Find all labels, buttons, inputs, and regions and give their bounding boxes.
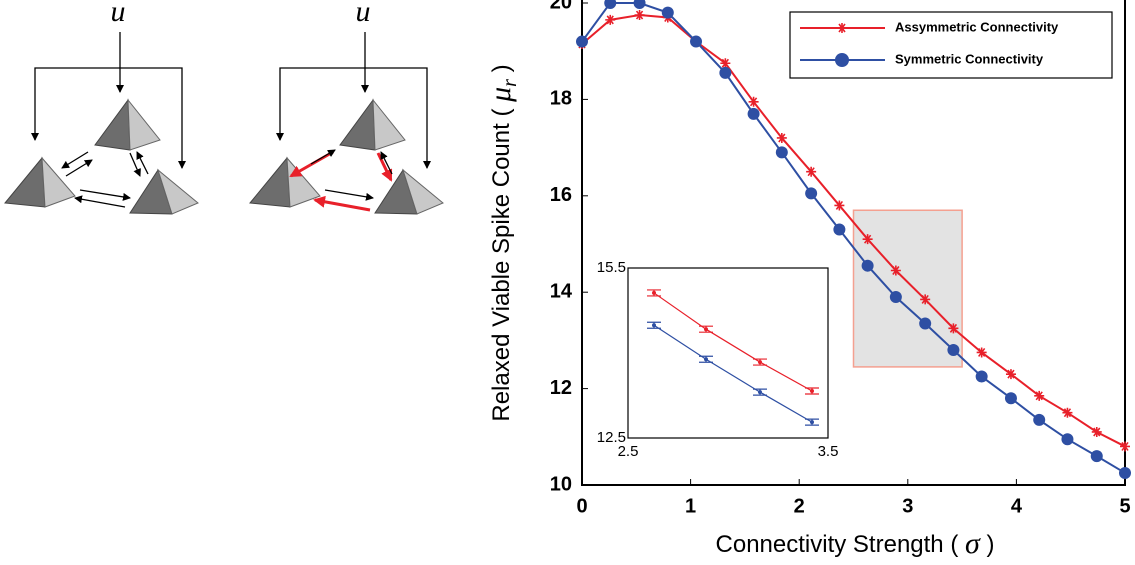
- point: [576, 35, 588, 48]
- point: [776, 132, 787, 143]
- inset-frame: [627, 267, 829, 439]
- point: [889, 291, 902, 304]
- point: [976, 347, 987, 358]
- point: [748, 96, 759, 107]
- point: [1120, 441, 1130, 452]
- point: [719, 66, 732, 79]
- point: [975, 370, 988, 383]
- point: [1062, 407, 1073, 418]
- point: [919, 317, 932, 330]
- point: [1119, 466, 1131, 479]
- point: [861, 259, 874, 272]
- point-dot: [652, 323, 656, 328]
- y-tick-label: 14: [550, 280, 573, 302]
- y-tick-label: 12: [550, 377, 572, 399]
- x-tick-label: 5: [1119, 495, 1130, 517]
- legend-label: Symmetric Connectivity: [895, 51, 1044, 66]
- point-dot: [758, 390, 762, 395]
- legend-marker: [835, 53, 849, 67]
- point-dot: [758, 360, 762, 365]
- point: [747, 107, 760, 120]
- point-dot: [652, 290, 656, 295]
- point: [890, 265, 901, 276]
- point-dot: [810, 420, 814, 425]
- point: [1061, 433, 1074, 446]
- x-tick-label: 3: [902, 495, 913, 517]
- point: [775, 146, 788, 159]
- series-line: [653, 324, 813, 423]
- series-line: [653, 292, 813, 392]
- point: [634, 10, 645, 21]
- legend-marker: [837, 23, 847, 33]
- series-line: [581, 14, 1126, 448]
- point: [947, 344, 960, 357]
- point: [604, 0, 617, 9]
- point: [720, 58, 731, 69]
- y-tick-label: 18: [550, 88, 572, 110]
- point: [920, 294, 931, 305]
- point: [1034, 390, 1045, 401]
- point: [690, 35, 703, 48]
- point: [862, 234, 873, 245]
- point: [1090, 450, 1103, 463]
- network-diagram: u: [249, 0, 444, 215]
- y-tick-label: 15.5: [597, 259, 626, 276]
- point-dot: [704, 327, 708, 332]
- x-tick-label: 3.5: [818, 443, 839, 460]
- y-tick-label: 20: [550, 0, 572, 13]
- point: [1005, 369, 1016, 380]
- x-axis-label: Connectivity Strength ( σ ): [716, 527, 995, 560]
- point: [1033, 413, 1046, 426]
- point: [633, 0, 646, 9]
- point: [1091, 426, 1102, 437]
- point: [948, 323, 959, 334]
- point: [806, 166, 817, 177]
- y-tick-label: 16: [550, 184, 572, 206]
- point: [1004, 392, 1017, 405]
- point: [833, 223, 846, 236]
- point: [834, 200, 845, 211]
- legend-label: Assymmetric Connectivity: [895, 19, 1059, 34]
- point-dot: [704, 357, 708, 362]
- x-tick-label: 0: [576, 495, 587, 517]
- input-label: u: [356, 0, 371, 28]
- axes-frame: [581, 0, 1126, 486]
- x-tick-label: 2: [794, 495, 805, 517]
- x-tick-label: 4: [1011, 495, 1023, 517]
- x-tick-label: 2.5: [618, 443, 639, 460]
- y-tick-label: 12.5: [597, 429, 626, 446]
- legend-box: [789, 11, 1113, 79]
- network-diagram: u: [4, 0, 199, 215]
- point-dot: [810, 388, 814, 393]
- input-label: u: [111, 0, 126, 28]
- y-axis-label: Relaxed Viable Spike Count ( μr ): [484, 64, 523, 421]
- y-tick-label: 10: [550, 473, 572, 495]
- point: [605, 14, 616, 25]
- point: [661, 6, 674, 19]
- x-tick-label: 1: [685, 495, 696, 517]
- point: [805, 187, 818, 200]
